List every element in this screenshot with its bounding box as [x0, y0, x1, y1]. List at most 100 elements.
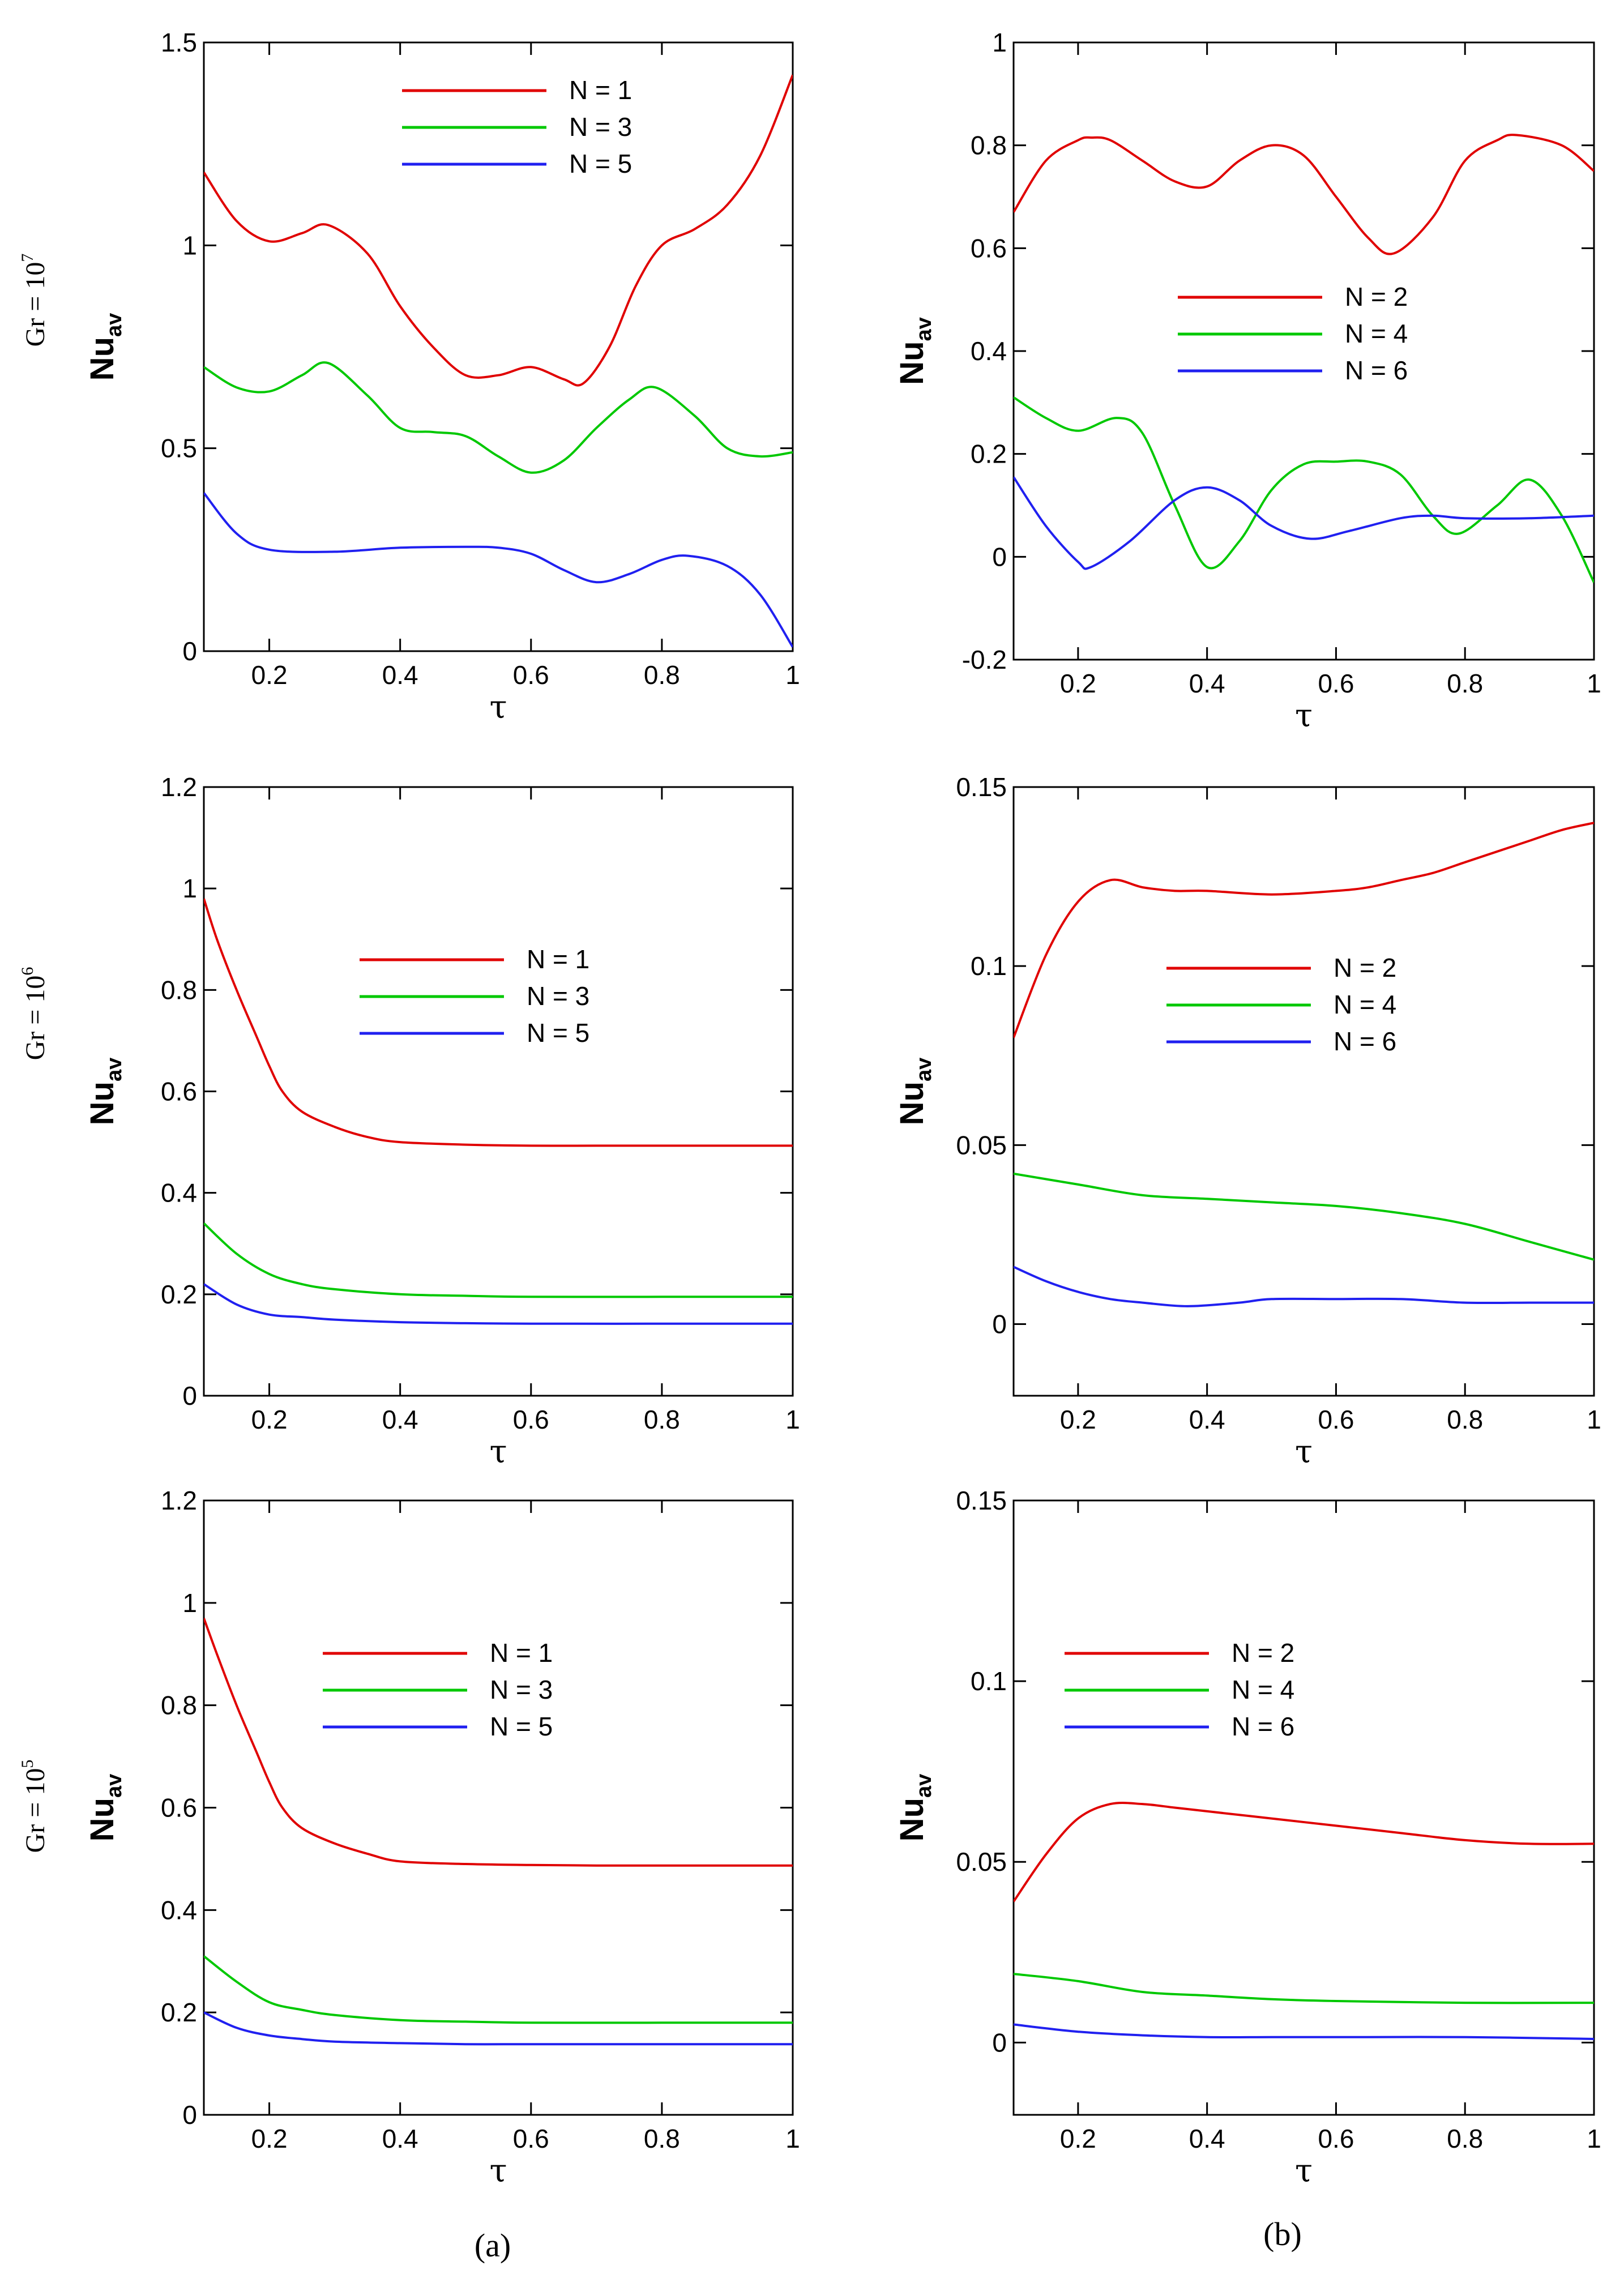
legend-label: N = 4	[1345, 319, 1408, 348]
chart-5: 0.2 0.4 0.6 0.8 1 0 0.2 0.4 0.6 0.8 1 1.2 τ Nuav N = 1…	[84, 1486, 800, 2190]
y-tick-label: 1.5	[161, 28, 197, 57]
series-line-n=1	[204, 898, 793, 1147]
x-tick-label: 0.4	[1189, 2124, 1225, 2153]
legend-label: N = 6	[1334, 1027, 1396, 1056]
series-line-n=6	[1014, 1266, 1594, 1307]
y-tick-label: 0	[182, 636, 197, 666]
y-tick-label: 0.6	[161, 1077, 197, 1106]
x-tick-label: 0.4	[1189, 669, 1225, 698]
legend-label: N = 2	[1334, 953, 1396, 982]
y-tick-label: 0.05	[956, 1130, 1007, 1160]
y-tick-label: 0	[992, 542, 1007, 571]
legend-label: N = 6	[1232, 1712, 1294, 1741]
chart-6: 0.2 0.4 0.6 0.8 1 0 0.05 0.1 0.15 τ Nuav N = 2 N = 4…	[894, 1486, 1601, 2190]
x-axis-label: τ	[1295, 2153, 1313, 2190]
y-tick-label: 0.8	[971, 131, 1007, 160]
x-tick-label: 0.8	[644, 2124, 680, 2153]
x-axis-label: τ	[1295, 698, 1313, 734]
plot-frame	[203, 41, 794, 652]
x-tick-label: 0.4	[382, 1405, 418, 1434]
x-axis-label: τ	[490, 1434, 507, 1470]
y-tick-label: 0.2	[971, 439, 1007, 469]
x-tick-label: 0.4	[382, 660, 418, 690]
legend-label: N = 5	[527, 1018, 589, 1048]
y-tick-label: 0.8	[161, 975, 197, 1004]
x-tick-label: 1	[1587, 669, 1601, 698]
row-label-gr: Gr = 107	[18, 254, 50, 347]
legend-label: N = 1	[490, 1638, 553, 1668]
plot-frame	[203, 786, 794, 1397]
x-tick-label: 0.2	[251, 660, 288, 690]
y-axis-label: Nuav	[894, 317, 936, 385]
y-tick-label: 1	[182, 874, 197, 903]
chart-4: 0.2 0.4 0.6 0.8 1 0 0.05 0.1 0.15 τ Nuav N = 2 N = 4…	[894, 772, 1601, 1470]
series-line-n=2	[1014, 134, 1594, 255]
y-tick-label: 0	[992, 2028, 1007, 2057]
y-tick-label: 0.4	[161, 1178, 197, 1208]
series-line-n=4	[1014, 396, 1594, 583]
y-tick-label: 0.5	[161, 434, 197, 463]
x-tick-label: 0.6	[1318, 2124, 1354, 2153]
series-line-n=5	[204, 2011, 793, 2046]
chart-1: 0.2 0.4 0.6 0.8 1 0 0.5 1 1.5 τ Nuav N = 1 N = 3 N = …	[84, 28, 800, 726]
legend-label: N = 2	[1232, 1638, 1294, 1668]
legend-label: N = 3	[527, 981, 589, 1011]
row-label-gr: Gr = 105	[18, 1760, 50, 1853]
series-line-n=3	[204, 1955, 793, 2024]
legend-label: N = 3	[569, 112, 632, 142]
x-tick-label: 0.6	[513, 2124, 549, 2153]
x-tick-label: 0.2	[1060, 669, 1096, 698]
x-tick-label: 0.8	[1447, 1405, 1483, 1434]
y-axis-label: Nuav	[84, 313, 126, 381]
legend-label: N = 4	[1232, 1675, 1294, 1704]
legend-label: N = 1	[569, 75, 632, 105]
series-line-n=2	[1014, 1801, 1594, 1903]
x-tick-label: 0.2	[251, 2124, 288, 2153]
x-tick-label: 0.6	[1318, 1405, 1354, 1434]
y-axis-label: Nuav	[84, 1774, 126, 1842]
x-tick-label: 0.2	[1060, 2124, 1096, 2153]
x-tick-label: 1	[785, 660, 800, 690]
x-tick-label: 1	[785, 1405, 800, 1434]
y-tick-label: 0.1	[971, 1666, 1007, 1696]
x-tick-label: 1	[785, 2124, 800, 2153]
series-line-n=6	[1014, 476, 1594, 570]
legend-label: N = 5	[569, 149, 632, 178]
y-tick-label: 0.15	[956, 1486, 1007, 1515]
y-axis-label: Nuav	[894, 1058, 936, 1126]
legend-label: N = 4	[1334, 990, 1396, 1019]
legend-label: N = 6	[1345, 356, 1408, 385]
y-tick-label: 0.4	[161, 1895, 197, 1925]
series-line-n=5	[204, 492, 793, 648]
x-tick-label: 0.8	[1447, 669, 1483, 698]
y-tick-label: 0.2	[161, 1998, 197, 2027]
y-tick-label: 0.4	[971, 336, 1007, 366]
series-line-n=1	[204, 74, 793, 387]
chart-2: 0.2 0.4 0.6 0.8 1 -0.2 0 0.2 0.4 0.6 0.8 1 τ Nuav N = …	[894, 28, 1601, 734]
y-tick-label: 0.2	[161, 1280, 197, 1309]
y-tick-label: 0.6	[161, 1793, 197, 1823]
y-tick-label: 0.15	[956, 772, 1007, 802]
y-tick-label: 0	[182, 2100, 197, 2130]
y-tick-label: 1.2	[161, 1486, 197, 1515]
legend-label: N = 2	[1345, 282, 1408, 311]
y-axis-label: Nuav	[894, 1774, 936, 1842]
y-tick-label: 0.1	[971, 951, 1007, 981]
y-tick-label: 1	[182, 1588, 197, 1618]
series-line-n=2	[1014, 822, 1594, 1038]
y-tick-label: 1	[182, 230, 197, 260]
series-line-n=1	[204, 1618, 793, 1867]
x-tick-label: 0.6	[1318, 669, 1354, 698]
y-tick-label: 0	[182, 1381, 197, 1410]
y-axis-label: Nuav	[84, 1058, 126, 1126]
panel-label: (b)	[1263, 2216, 1302, 2252]
x-axis-label: τ	[490, 2153, 507, 2190]
y-tick-label: 1.2	[161, 772, 197, 802]
x-tick-label: 0.2	[251, 1405, 288, 1434]
x-tick-label: 0.8	[644, 660, 680, 690]
x-tick-label: 0.8	[644, 1405, 680, 1434]
x-tick-label: 0.6	[513, 1405, 549, 1434]
x-tick-label: 0.8	[1447, 2124, 1483, 2153]
plot-frame	[1012, 1499, 1595, 2116]
